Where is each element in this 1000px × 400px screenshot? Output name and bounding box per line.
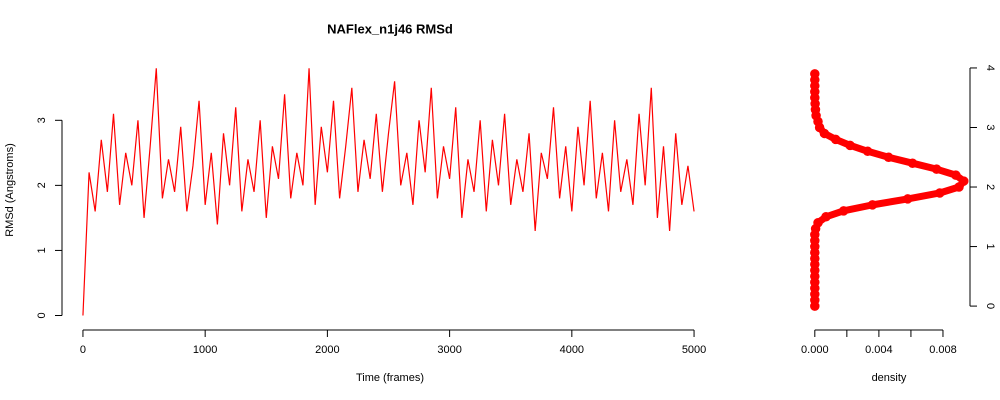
density-line [811, 70, 968, 310]
x-tick-label: 0.000 [801, 344, 829, 356]
data-line [82, 68, 695, 316]
density-point [810, 69, 820, 79]
density-point [845, 140, 855, 151]
density-point [810, 104, 821, 115]
y-tick-label: 0 [36, 312, 48, 318]
density-point [959, 176, 969, 186]
y-tick-label: 1 [984, 243, 996, 249]
y-tick-label: 1 [36, 247, 48, 253]
density-point [810, 98, 820, 109]
density-point [810, 229, 820, 240]
density-point [810, 92, 820, 103]
density-point [810, 283, 820, 293]
y-tick-label: 3 [36, 117, 48, 123]
y-tick-label: 2 [984, 184, 996, 190]
x-tick-label: 1000 [193, 344, 217, 356]
density-point [819, 128, 830, 139]
x-tick-label: 0.008 [929, 344, 957, 356]
density-point [810, 241, 820, 252]
x-tick-label: 0 [80, 344, 86, 356]
density-point [883, 152, 894, 163]
density-point [810, 81, 820, 91]
x-tick-label: 4000 [560, 344, 584, 356]
density-point [862, 146, 873, 157]
y-tick-label: 4 [984, 65, 996, 71]
density-point [902, 194, 913, 204]
density-point [907, 158, 918, 168]
density-point [813, 116, 823, 127]
x-tick-label: 0.004 [865, 344, 893, 356]
x-axis-label: Time (frames) [356, 372, 424, 384]
density-point [951, 170, 961, 180]
x-tick-label: 2000 [315, 344, 339, 356]
x-axis-label: density [872, 372, 907, 384]
x-tick-label: 3000 [437, 344, 461, 356]
density-point [935, 188, 945, 198]
density-point [810, 87, 820, 97]
density-point [810, 223, 821, 234]
density-point [811, 110, 821, 121]
density-point [813, 217, 823, 228]
density-point [867, 200, 878, 210]
x-tick-label: 5000 [682, 344, 706, 356]
chart-title: NAFlex_n1j46 RMSd [327, 21, 453, 36]
density-point [810, 265, 820, 276]
density-point [810, 277, 820, 288]
y-tick-label: 2 [36, 182, 48, 188]
density-point [810, 295, 820, 305]
y-axis-label: RMSd (Angstroms) [4, 143, 16, 237]
density-point [810, 75, 820, 85]
y-tick-label: 0 [984, 303, 996, 309]
density-point [810, 247, 820, 258]
density-point [810, 301, 820, 311]
density-point [810, 289, 820, 299]
density-point [810, 259, 820, 270]
y-tick-label: 3 [984, 124, 996, 130]
density-point [838, 206, 849, 216]
density-point [830, 134, 841, 145]
density-point [821, 212, 831, 222]
density-point [810, 235, 820, 246]
density-point [810, 253, 820, 264]
density-point [810, 271, 820, 282]
density-point [954, 182, 964, 192]
density-point [931, 164, 942, 174]
density-point [814, 122, 825, 133]
